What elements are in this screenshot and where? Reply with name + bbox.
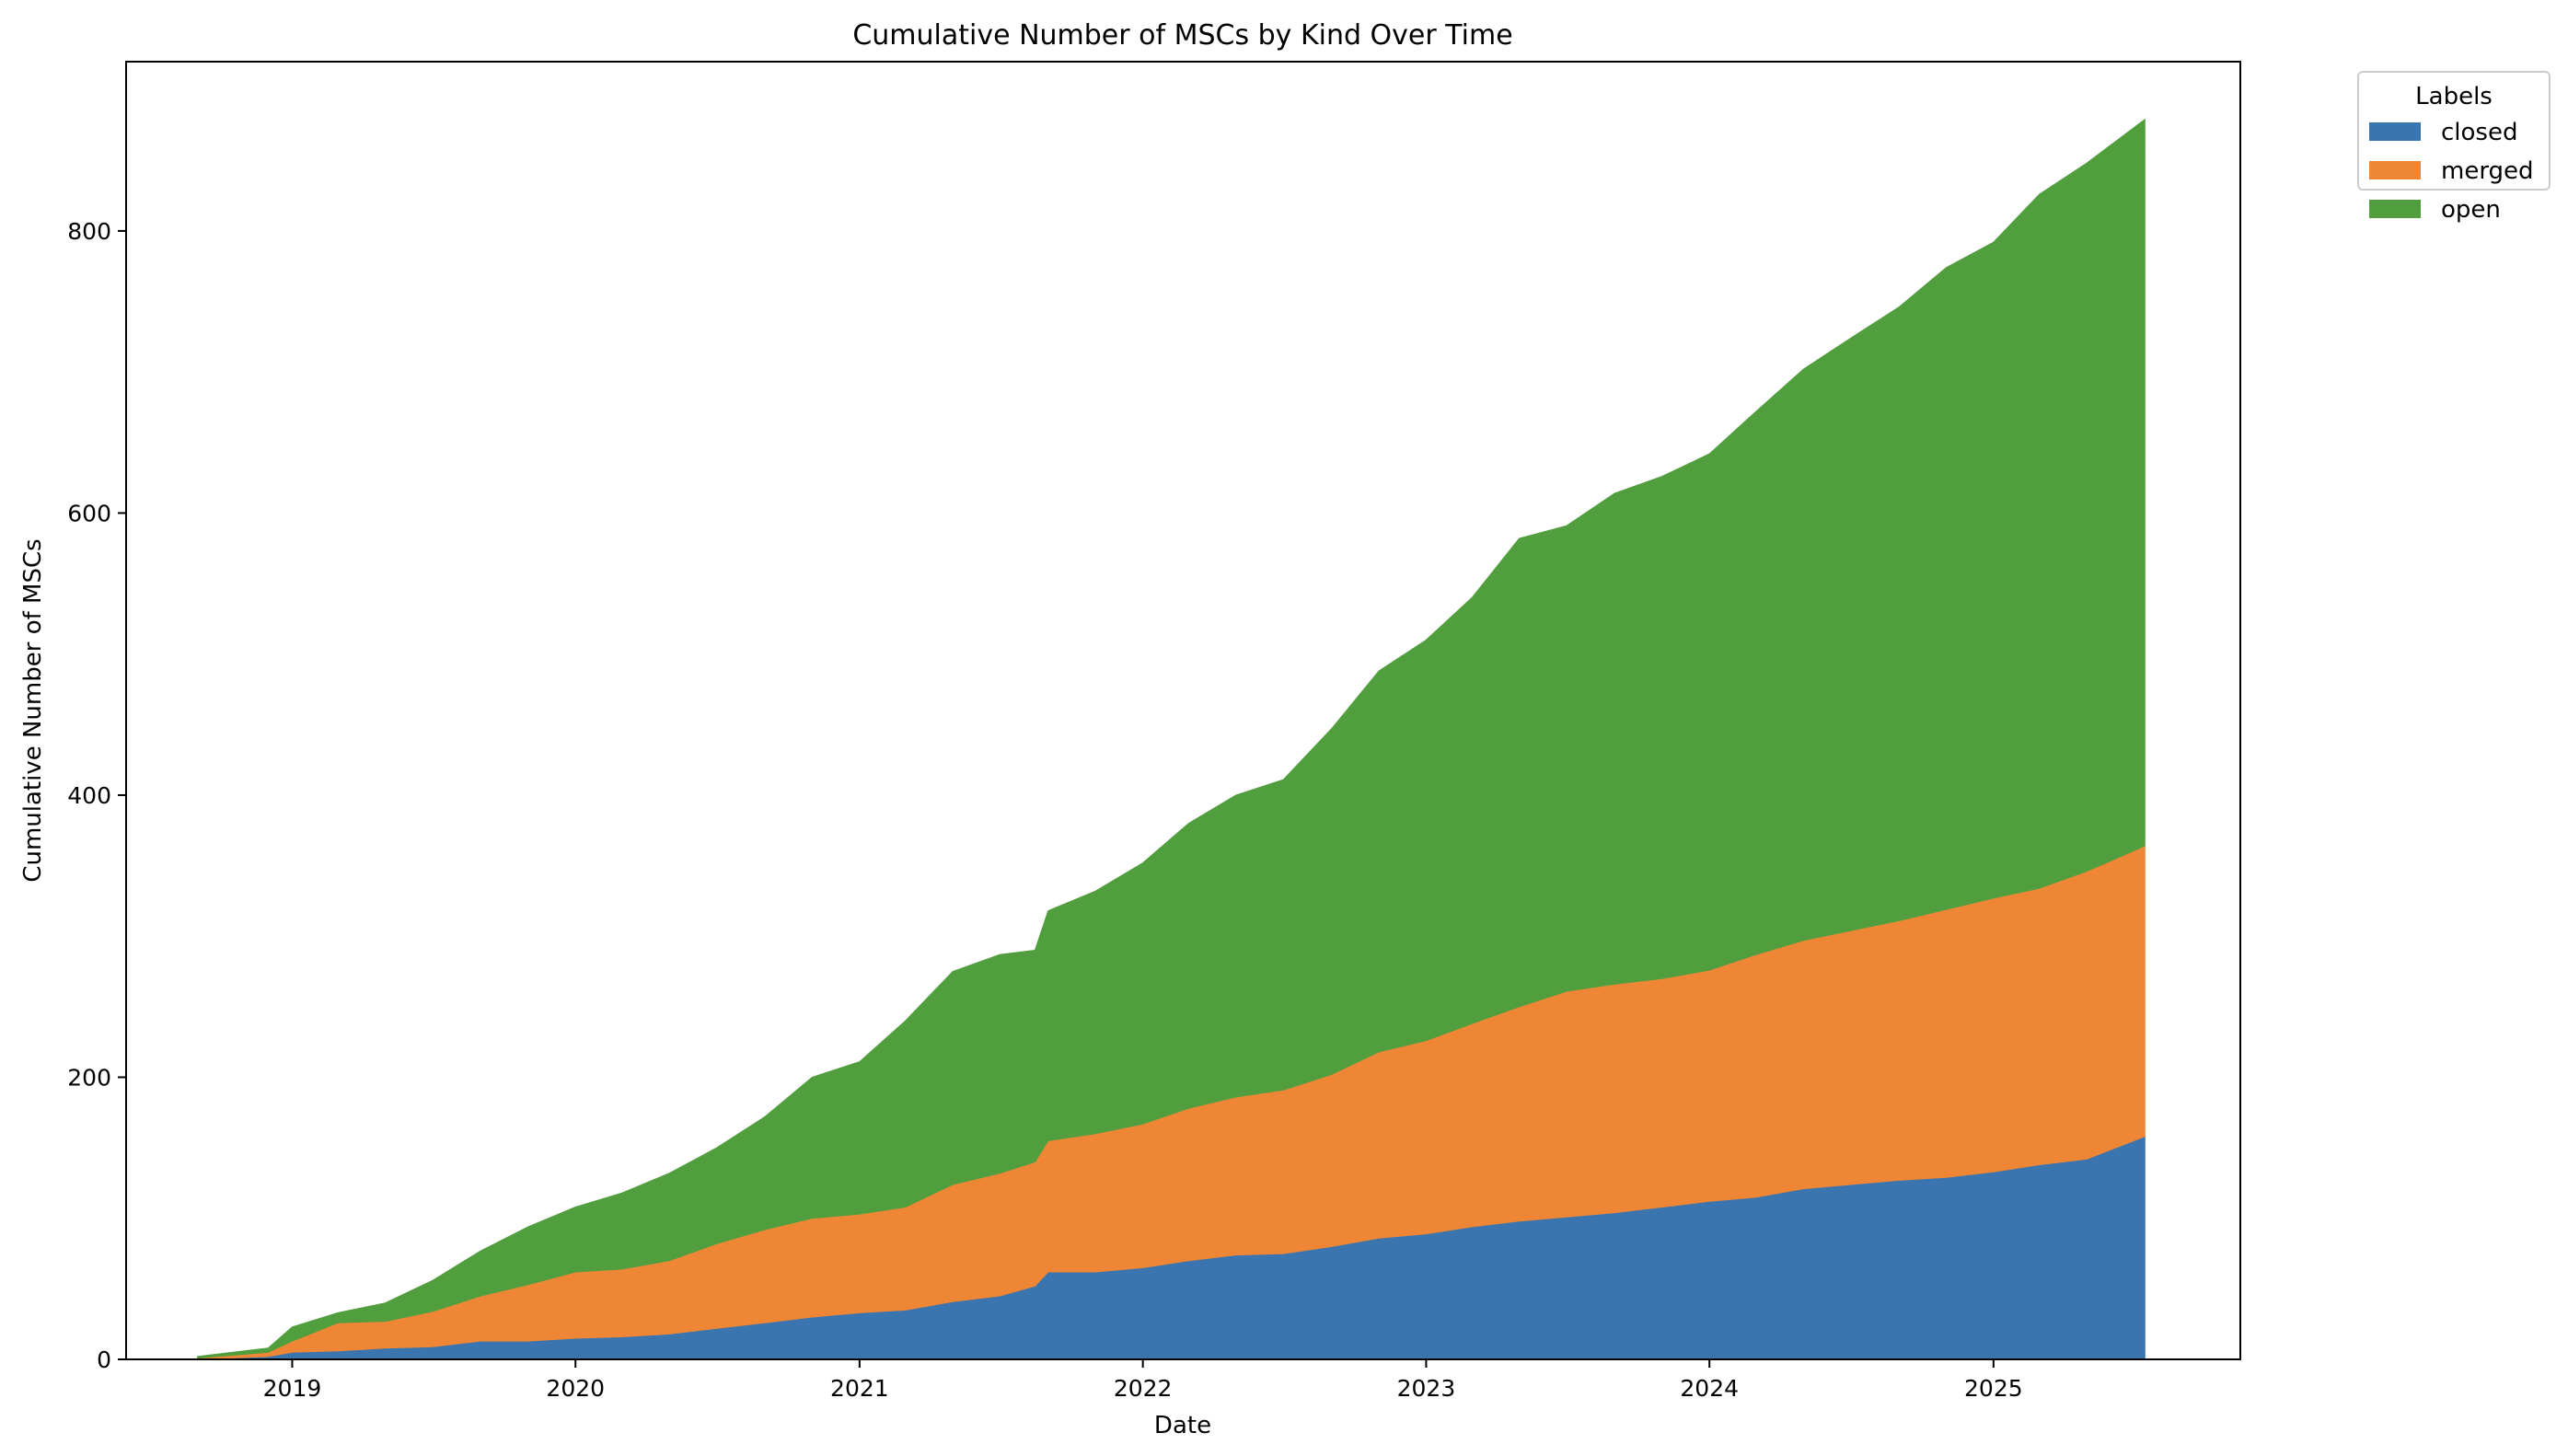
chart-title: Cumulative Number of MSCs by Kind Over T… <box>852 19 1512 52</box>
legend-title: Labels <box>2415 83 2493 110</box>
x-axis-label: Date <box>1154 1412 1211 1439</box>
y-tick-label: 800 <box>67 218 111 245</box>
legend: Labels closed merged open <box>2357 71 2551 224</box>
x-tick-label: 2021 <box>830 1375 889 1402</box>
x-axis-ticks: 2019 2020 2021 2022 2023 2024 2025 <box>263 1359 2023 1402</box>
y-axis-label: Cumulative Number of MSCs <box>19 538 47 882</box>
legend-swatch-merged <box>2369 161 2421 179</box>
x-tick-label: 2024 <box>1680 1375 1739 1402</box>
legend-label-open: open <box>2441 196 2501 224</box>
legend-label-merged: merged <box>2441 157 2534 185</box>
y-axis-ticks: 0 200 400 600 800 <box>67 218 126 1373</box>
legend-swatch-closed <box>2369 122 2421 141</box>
y-tick-label: 600 <box>67 500 111 526</box>
x-tick-label: 2022 <box>1114 1375 1173 1402</box>
x-tick-label: 2020 <box>546 1375 605 1402</box>
plot-frame <box>125 61 2241 1360</box>
legend-box <box>2357 71 2551 191</box>
y-tick-label: 400 <box>67 782 111 809</box>
x-tick-label: 2025 <box>1964 1375 2023 1402</box>
area-open <box>197 118 2146 1359</box>
y-tick-label: 0 <box>97 1346 111 1373</box>
legend-swatch-open <box>2369 200 2421 218</box>
x-tick-label: 2019 <box>263 1375 322 1402</box>
x-tick-label: 2023 <box>1397 1375 1456 1402</box>
y-tick-label: 200 <box>67 1064 111 1091</box>
legend-label-closed: closed <box>2441 119 2517 146</box>
